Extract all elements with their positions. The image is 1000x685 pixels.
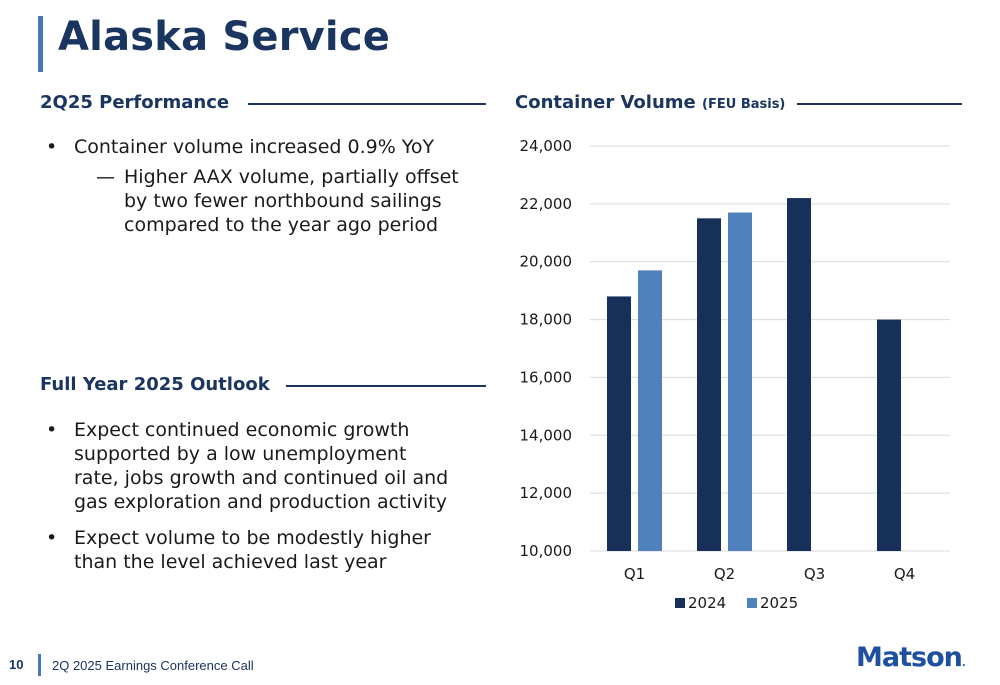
y-tick-label: 24,000 — [520, 137, 573, 155]
logo-mark: . — [961, 658, 966, 669]
performance-heading: 2Q25 Performance — [40, 92, 230, 113]
chart-heading-sub: (FEU Basis) — [702, 97, 786, 112]
bar-2024-Q2 — [697, 218, 721, 552]
legend-label: 2025 — [760, 594, 798, 612]
page-number: 10 — [9, 657, 24, 672]
outlook-bullet-line: gas exploration and production activity — [74, 491, 447, 513]
outlook-bullet-line: than the level achieved last year — [74, 551, 387, 573]
outlook-bullet: Expect continued economic growth support… — [44, 418, 494, 514]
outlook-heading-rule — [286, 385, 486, 387]
outlook-bullet-line: Expect continued economic growth — [74, 419, 410, 441]
bar-2024-Q3 — [787, 198, 811, 552]
x-tick-label: Q2 — [714, 565, 735, 583]
footer-text: 2Q 2025 Earnings Conference Call — [52, 658, 254, 673]
outlook-bullet-line: supported by a low unemployment — [74, 443, 407, 465]
footer-divider — [38, 654, 41, 676]
y-tick-label: 18,000 — [520, 311, 573, 329]
performance-heading-rule — [248, 103, 486, 105]
chart-heading: Container Volume (FEU Basis) — [515, 92, 785, 113]
bar-2024-Q1 — [607, 296, 631, 551]
sub-bullet-line: compared to the year ago period — [124, 214, 439, 236]
y-tick-label: 12,000 — [520, 484, 573, 502]
x-tick-label: Q1 — [624, 565, 645, 583]
performance-bullets: Container volume increased 0.9% YoY — Hi… — [44, 135, 494, 237]
sub-bullet-line: by two fewer northbound sailings — [124, 190, 442, 212]
chart-heading-main: Container Volume — [515, 92, 696, 113]
bar-2025-Q1 — [638, 270, 662, 551]
legend-swatch-2025 — [747, 598, 757, 608]
chart-heading-rule — [797, 103, 962, 105]
outlook-bullet-line: Expect volume to be modestly higher — [74, 527, 431, 549]
bar-2024-Q4 — [877, 319, 901, 551]
container-volume-chart: 10,000 12,000 14,000 16,000 18,000 20,000 22,0… — [520, 137, 950, 612]
bar-2025-Q2 — [728, 212, 752, 551]
performance-bullet: Container volume increased 0.9% YoY — [44, 135, 494, 159]
sub-bullet-line: Higher AAX volume, partially offset — [124, 166, 459, 188]
x-tick-label: Q4 — [894, 565, 915, 583]
matson-logo: Matson. — [856, 642, 966, 673]
y-tick-label: 22,000 — [520, 195, 573, 213]
y-tick-label: 14,000 — [520, 426, 573, 444]
y-tick-label: 20,000 — [520, 253, 573, 271]
sub-bullet-dash: — — [96, 166, 115, 188]
outlook-bullet: Expect volume to be modestly higher than… — [44, 526, 494, 574]
y-tick-label: 16,000 — [520, 368, 573, 386]
title-accent-bar — [38, 16, 43, 72]
legend-swatch-2024 — [675, 598, 685, 608]
outlook-heading: Full Year 2025 Outlook — [40, 374, 270, 395]
outlook-bullets: Expect continued economic growth support… — [44, 418, 494, 586]
y-tick-label: 10,000 — [520, 542, 573, 560]
x-tick-label: Q3 — [804, 565, 825, 583]
logo-text: Matson — [856, 642, 963, 673]
performance-sub-bullet: — Higher AAX volume, partially offset by… — [44, 165, 494, 237]
legend-label: 2024 — [688, 594, 726, 612]
page-title: Alaska Service — [58, 14, 391, 60]
outlook-bullet-line: rate, jobs growth and continued oil and — [74, 467, 449, 489]
